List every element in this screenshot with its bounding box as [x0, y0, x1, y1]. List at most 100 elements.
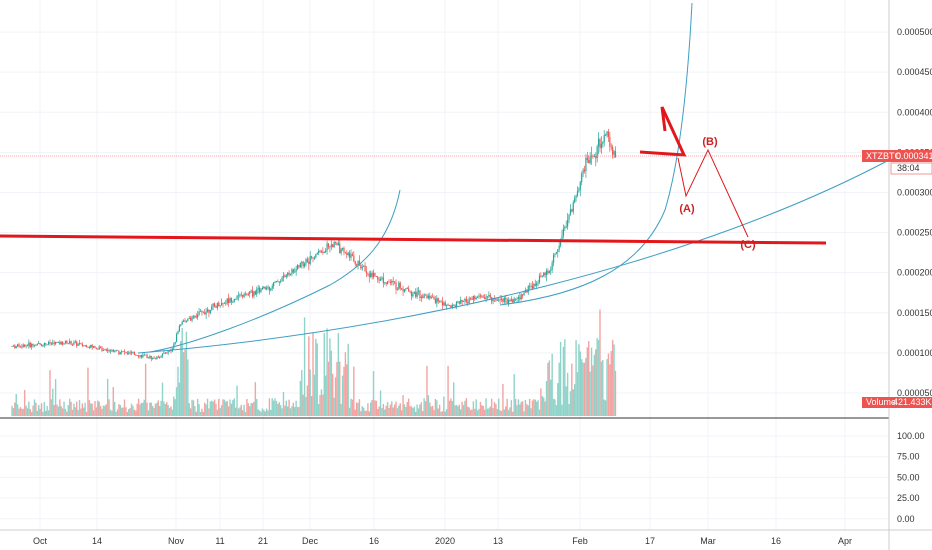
candle-body [581, 173, 583, 183]
volume-bar [35, 402, 37, 416]
candle-body [600, 143, 602, 149]
price-axis-label: 0.0005000 [897, 27, 932, 37]
volume-bar [392, 407, 394, 416]
volume-bar [180, 340, 182, 416]
candle-body [187, 318, 189, 322]
volume-bar [140, 402, 143, 416]
candle-body [11, 346, 13, 347]
candle-body [571, 209, 573, 212]
candle-body [146, 354, 148, 358]
time-axis-label: Oct [33, 536, 48, 546]
volume-bar [516, 405, 518, 416]
time-axis[interactable]: Oct 14 Nov 11 21 Dec 16 2020 13 Feb 17 Mar 16 Apr [33, 536, 852, 546]
volume-bar [500, 411, 503, 416]
volume-bar [534, 399, 536, 416]
candle-body [388, 281, 390, 283]
volume-bar [136, 403, 138, 416]
annotation-drawings[interactable]: (A) (B) (C) [0, 2, 889, 354]
candle-body [372, 272, 375, 277]
candle-body [183, 320, 185, 322]
volume-bar [174, 399, 176, 416]
volume-bar [559, 341, 562, 416]
volume-bar [18, 408, 20, 416]
volume-bar [223, 399, 226, 416]
volume-bar [426, 365, 428, 416]
time-axis-label: 14 [92, 536, 102, 546]
candle-body [126, 352, 128, 354]
candle-body [529, 286, 531, 288]
parabolic-curve-mid[interactable] [149, 189, 401, 353]
candle-body [116, 349, 119, 351]
candle-body [295, 269, 297, 272]
price-axis[interactable]: 0.00050000.00045000.00040000.00035000.00… [897, 27, 932, 398]
volume-bar [239, 407, 241, 416]
triangle-pattern[interactable] [639, 106, 687, 157]
candle-body [38, 343, 40, 344]
volume-bar [15, 394, 17, 416]
candle-body [333, 241, 335, 247]
candle-body [281, 277, 283, 281]
candle-body [206, 309, 209, 312]
candle-body [533, 284, 535, 289]
volume-bar [76, 401, 78, 416]
candle-body [242, 294, 244, 297]
indicator-axis[interactable]: 100.00 75.00 50.00 25.00 0.00 [897, 431, 925, 524]
volume-bar [250, 403, 252, 416]
parabolic-curve-large[interactable] [137, 159, 889, 354]
volume-bar [455, 404, 458, 416]
candle-body [507, 300, 510, 304]
volume-bar [395, 401, 397, 416]
candle-body [505, 297, 507, 299]
volume-bar [337, 333, 340, 416]
candle-body [267, 286, 269, 288]
price-axis-label: 0.0004500 [897, 67, 932, 77]
volume-bar [600, 361, 603, 416]
candle-body [101, 347, 103, 351]
candle-body [204, 312, 206, 315]
support-line[interactable] [0, 234, 827, 245]
candle-body [423, 294, 425, 298]
candle-body [136, 355, 138, 357]
volume-bar [50, 399, 53, 416]
candle-body [97, 348, 99, 350]
volume-bar [410, 406, 413, 416]
candle-body [351, 254, 354, 256]
volume-bar [227, 406, 230, 416]
volume-bar [389, 404, 392, 416]
candle-body [163, 352, 165, 354]
volume-bar [324, 375, 327, 416]
candle-body [419, 290, 421, 299]
volume-bar [265, 408, 268, 416]
candle-body [249, 291, 251, 295]
projection-waves[interactable] [677, 148, 749, 238]
indicator-axis-label: 100.00 [897, 431, 925, 441]
candle-body [408, 288, 410, 292]
volume-bar [483, 409, 486, 416]
volume-bar [66, 411, 68, 416]
volume-bar [531, 400, 534, 416]
volume-bar [419, 404, 421, 416]
candle-body [315, 254, 317, 258]
candle-body [64, 340, 67, 344]
volume-bar [29, 408, 31, 416]
candle-body [268, 286, 271, 291]
candle-body [150, 356, 152, 360]
candle-body [95, 347, 97, 349]
volume-bar [347, 343, 349, 416]
candle-body [426, 295, 428, 298]
volume-bar [84, 402, 86, 416]
parabolic-curve-steep[interactable] [499, 2, 693, 306]
candle-body [111, 349, 113, 351]
candle-body [240, 294, 242, 296]
volume-bar [438, 404, 441, 416]
volume-bar [60, 406, 62, 416]
time-axis-label: 16 [771, 536, 781, 546]
volume-bar [19, 407, 22, 416]
volume-bar [528, 398, 531, 416]
candle-body [25, 345, 27, 347]
volume-bar [493, 402, 496, 416]
volume-bar [350, 398, 352, 416]
candle-body [94, 346, 96, 348]
volume-bar [552, 398, 555, 416]
